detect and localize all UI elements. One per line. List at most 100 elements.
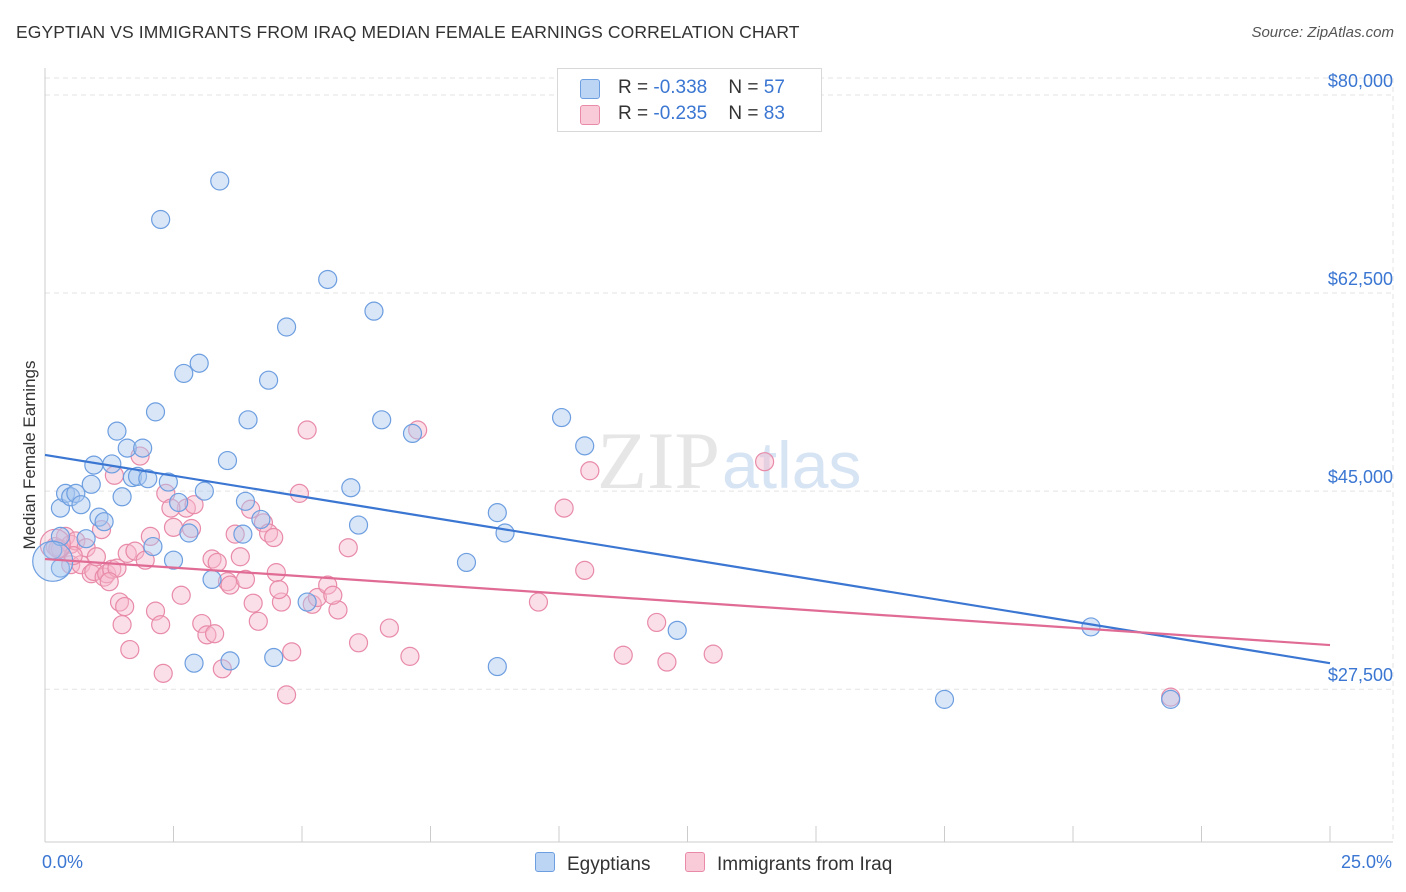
watermark-zip: ZIP (597, 415, 720, 506)
point-egyptians-32 (202, 569, 222, 590)
point-egyptians-38 (238, 410, 258, 430)
point-iraq-54 (282, 642, 302, 662)
point-egyptians-29 (184, 653, 204, 673)
watermark-atlas: atlas (722, 428, 861, 502)
point-egyptians-42 (276, 317, 297, 337)
point-egyptians-55 (575, 436, 595, 456)
legend-swatch-pink (580, 105, 600, 125)
legend-swatch-blue (535, 852, 555, 872)
legend-r-value: -0.235 (653, 103, 708, 124)
point-egyptians-9 (81, 474, 101, 494)
point-egyptians-30 (189, 353, 209, 373)
point-iraq-34 (184, 495, 204, 515)
legend-label-egyptians: Egyptians (567, 854, 651, 875)
point-egyptians-19 (133, 438, 153, 458)
stats-legend: R = -0.338 N = 57 R = -0.235 N = 83 (557, 68, 822, 132)
point-egyptians-39 (251, 509, 271, 530)
point-egyptians-22 (145, 402, 166, 422)
point-iraq-68 (575, 560, 595, 580)
point-egyptians-31 (194, 481, 214, 501)
point-egyptians-49 (402, 423, 423, 444)
point-iraq-72 (657, 652, 677, 672)
point-egyptians-41 (264, 647, 284, 668)
legend-r-label: R = (618, 77, 654, 98)
point-egyptians-24 (158, 472, 178, 492)
point-iraq-38 (205, 624, 225, 644)
point-egyptians-21 (143, 536, 163, 557)
point-egyptians-47 (364, 301, 384, 321)
legend-n-value: 83 (763, 103, 785, 124)
point-iraq-36 (197, 625, 217, 645)
point-iraq-28 (153, 663, 173, 683)
legend-n-label: N = (728, 103, 764, 124)
point-iraq-81 (269, 579, 289, 600)
point-iraq-61 (338, 538, 358, 558)
point-iraq-42 (225, 524, 245, 544)
legend-n-label: N = (728, 77, 764, 98)
point-egyptians-10 (84, 455, 104, 475)
point-egyptians-20 (138, 469, 158, 489)
legend-item-iraq: Immigrants from Iraq (685, 852, 892, 876)
point-iraq-62 (348, 633, 369, 653)
point-iraq-48 (253, 513, 274, 533)
point-egyptians-52 (487, 503, 507, 523)
point-egyptians-28 (179, 523, 199, 543)
point-iraq-64 (400, 646, 420, 666)
y-tick-label-2: $45,000 (1328, 467, 1393, 487)
point-iraq-59 (318, 575, 338, 595)
point-egyptians-34 (217, 450, 238, 471)
legend-label-iraq: Immigrants from Iraq (717, 854, 893, 875)
point-iraq-50 (264, 527, 284, 548)
point-egyptians-35 (220, 651, 240, 671)
point-egyptians-43 (297, 592, 317, 612)
point-egyptians-37 (235, 491, 256, 511)
point-iraq-44 (235, 569, 256, 590)
point-iraq-27 (151, 615, 171, 635)
point-egyptians-16 (117, 438, 137, 458)
point-iraq-43 (230, 547, 250, 567)
point-iraq-78 (99, 572, 119, 592)
point-iraq-60 (328, 600, 348, 620)
point-egyptians-56 (667, 620, 687, 640)
point-iraq-31 (171, 585, 191, 605)
point-iraq-51 (266, 563, 286, 583)
x-tick-min: 0.0% (42, 852, 84, 872)
trendline-iraq (44, 557, 1331, 647)
point-iraq-63 (379, 618, 399, 638)
point-egyptians-27 (174, 363, 194, 384)
point-iraq-66 (528, 592, 549, 612)
y-tick-label-1: $62,500 (1328, 269, 1393, 289)
point-egyptians-4 (55, 483, 76, 503)
point-iraq-11 (91, 520, 112, 540)
point-egyptians-54 (551, 407, 572, 428)
legend-r-value: -0.338 (653, 77, 708, 98)
point-egyptians-15 (112, 487, 132, 507)
point-iraq-73 (703, 644, 723, 664)
point-egyptians-6 (66, 483, 86, 503)
point-egyptians-59 (1161, 689, 1181, 709)
point-iraq-58 (307, 587, 328, 608)
point-egyptians-14 (107, 421, 127, 441)
point-iraq-53 (276, 685, 297, 705)
point-egyptians-7 (71, 495, 91, 515)
legend-swatch-pink (685, 852, 705, 872)
point-iraq-21 (120, 639, 140, 660)
point-iraq-56 (297, 420, 317, 440)
y-tick-label-0: $80,000 (1328, 71, 1393, 91)
point-egyptians-44 (318, 269, 338, 290)
trendline-egyptians (44, 453, 1331, 665)
point-iraq-18 (112, 615, 132, 635)
point-egyptians-23 (151, 209, 171, 230)
point-iraq-82 (323, 585, 343, 605)
point-iraq-35 (192, 613, 212, 634)
point-iraq-37 (202, 549, 222, 569)
point-egyptians-33 (210, 171, 230, 191)
legend-item-egyptians: Egyptians (535, 852, 650, 876)
point-iraq-20 (117, 543, 137, 563)
point-egyptians-40 (258, 370, 279, 390)
point-egyptians-25 (163, 550, 184, 570)
x-tick-max: 25.0% (1340, 852, 1392, 872)
point-iraq-47 (248, 611, 268, 631)
point-egyptians-36 (233, 524, 253, 544)
point-egyptians-1 (50, 526, 71, 547)
